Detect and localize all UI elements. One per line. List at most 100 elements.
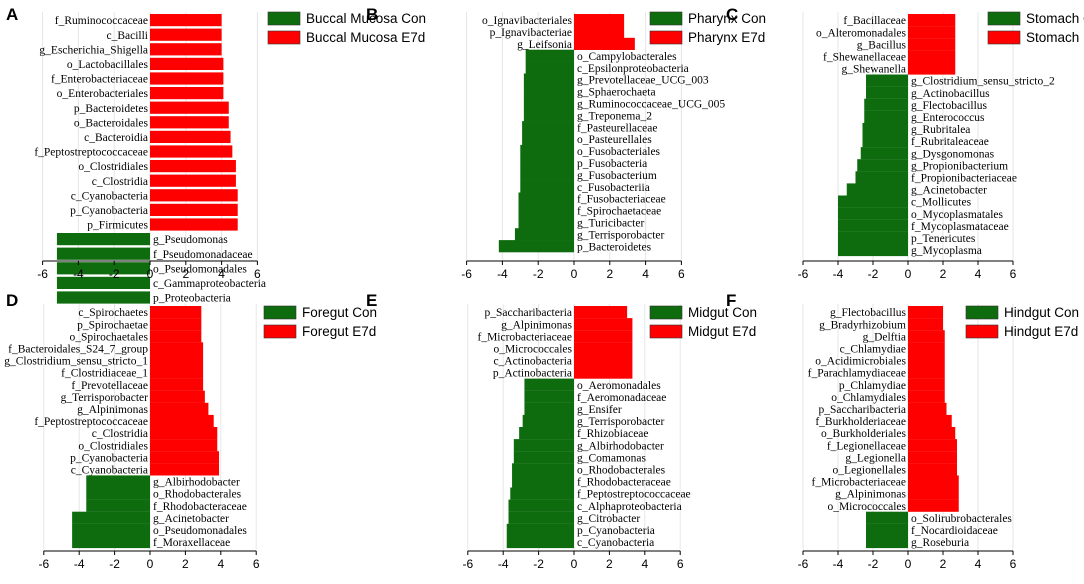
bar-f_Bacillaceae xyxy=(908,14,956,27)
tick-label: 6 xyxy=(678,267,685,281)
bar-o_Clostridiales xyxy=(150,439,218,452)
bar-label: f_Shewanellaceae xyxy=(823,52,906,64)
legend-label: Midgut Con xyxy=(688,305,757,320)
bar-label: o_Alteromonadales xyxy=(816,27,907,39)
bar-label: g_Treponema_2 xyxy=(577,110,652,122)
bar-label: o_Legionellales xyxy=(833,465,907,477)
bar-g_Pseudomonas xyxy=(56,233,150,246)
bar-g_Escherichia_Shigella xyxy=(150,43,222,56)
bar-o_Clostridiales xyxy=(150,160,236,173)
tick-label: -2 xyxy=(868,267,879,281)
bar-f_Legionellaceae xyxy=(908,439,957,452)
bar-c_Spirochaetes xyxy=(150,306,202,319)
bar-o_Enterobacteriales xyxy=(150,87,224,100)
bar-label: o_Micrococcales xyxy=(827,501,906,513)
bar-label: g_Mycoplasma xyxy=(911,245,982,257)
bar-p_Bacteroidetes xyxy=(498,240,574,253)
bar-o_Spirochaetales xyxy=(150,330,202,343)
bar-g_Delftia xyxy=(908,330,945,343)
bar-p_Cyanobacteria xyxy=(150,203,238,216)
legend-swatch xyxy=(649,11,683,26)
bar-label: g_Ruminococcaceae_UCG_005 xyxy=(577,99,725,111)
bar-o_Burkholderiales xyxy=(908,427,956,440)
bar-o_Aeromonadales xyxy=(524,378,574,391)
bar-c_Mollicutes xyxy=(838,195,908,208)
panel-letter: E xyxy=(366,291,377,310)
panel-letter: B xyxy=(366,5,378,24)
bar-label: f_Peptostreptococcaceae xyxy=(577,489,691,501)
bar-c_Cyanobacteria xyxy=(150,463,220,476)
bar-f_Rhizobiaceae xyxy=(519,427,574,440)
legend-swatch xyxy=(987,11,1021,26)
legend-label: Hindgut Con xyxy=(1004,305,1079,320)
bar-label: f_Enterobacteriaceae xyxy=(51,74,148,86)
bar-label: p_Chlamydiae xyxy=(839,380,906,392)
bar-label: f_Microbacteriaceae xyxy=(812,477,907,489)
bar-c_Cyanobacteria xyxy=(150,189,238,202)
bar-p_Actinobacteria xyxy=(574,366,633,379)
bar-g_Albirhodobacter xyxy=(86,475,150,488)
bar-g_Terrisporobacter xyxy=(522,414,574,428)
legend-swatch xyxy=(649,30,683,45)
bar-c_Clostridia xyxy=(150,174,236,187)
bar-f_Enterobacteriaceae xyxy=(150,72,224,85)
bar-c_Fusobacteriia xyxy=(520,180,574,193)
bar-label: c_Bacilli xyxy=(106,30,148,42)
bar-label: p_Cyanobacteria xyxy=(70,205,148,217)
bar-label: g_Actinobacillus xyxy=(911,88,990,100)
bar-g_Mycoplasma xyxy=(838,243,908,257)
bar-f_Propionibacteriaceae xyxy=(855,171,908,184)
bar-label: g_Bradyrhizobium xyxy=(819,319,906,331)
bar-o_Pseudomonadales xyxy=(72,523,150,536)
tick-label: -4 xyxy=(74,557,85,571)
bar-label: p_Bacteroidetes xyxy=(74,103,149,115)
bar-label: c_Clostridia xyxy=(92,176,148,188)
bar-o_Chlamydiales xyxy=(908,390,945,403)
bar-label: p_Fusobacteria xyxy=(577,158,647,170)
legend-label: Midgut E7d xyxy=(688,324,756,339)
bar-f_Prevotellaceae xyxy=(150,378,204,391)
bar-label: f_Prevotellaceae xyxy=(71,380,148,392)
tick-label: -6 xyxy=(38,557,49,571)
bar-f_Aeromonadaceae xyxy=(524,390,574,403)
bar-label: p_Firmicutes xyxy=(87,220,148,232)
bar-label: g_Albirhodobacter xyxy=(577,440,664,452)
tick-label: 4 xyxy=(975,267,982,281)
bar-g_Clostridium_sensu_stricto_2 xyxy=(866,74,908,87)
legend-swatch xyxy=(987,30,1021,45)
tick-label: -4 xyxy=(497,267,508,281)
bar-o_Solirubrobacterales xyxy=(866,511,908,524)
bar-label: c_Actinobacteria xyxy=(493,356,572,368)
bar-f_Moraxellaceae xyxy=(72,535,150,549)
bar-p_Fusobacteria xyxy=(520,156,574,169)
tick-label: -6 xyxy=(37,267,48,281)
bar-label: g_Clostridium_sensu_stricto_1 xyxy=(4,356,148,368)
bar-o_Mycoplasmatales xyxy=(838,207,908,220)
bar-label: f_Rubritaleaceae xyxy=(911,136,989,148)
bar-f_Nocardioidaceae xyxy=(866,523,908,536)
tick-label: 6 xyxy=(1010,267,1017,281)
bar-label: g_Roseburia xyxy=(911,537,969,549)
legend-label: Pharynx Con xyxy=(688,11,766,26)
bar-label: g_Citrobacter xyxy=(577,513,640,525)
bar-label: f_Burkholderiaceae xyxy=(815,416,906,428)
bar-p_Saccharibacteria xyxy=(908,402,947,415)
bar-f_Rhodobacteraceae xyxy=(86,499,150,512)
bar-p_Firmicutes xyxy=(150,218,238,231)
bar-c_Cyanobacteria xyxy=(506,535,574,549)
bar-label: c_Epsilonproteobacteria xyxy=(577,63,689,75)
bar-label: o_Spirochaetales xyxy=(69,331,148,343)
bar-label: c_Cyanobacteria xyxy=(71,190,148,202)
bar-label: g_Dysgonomonas xyxy=(911,148,995,160)
bar-label: o_Rhodobacterales xyxy=(577,465,666,477)
bar-label: o_Aeromonadales xyxy=(577,380,661,392)
bar-label: c_Alphaproteobacteria xyxy=(577,501,682,513)
panel-letter: A xyxy=(6,5,18,24)
bar-label: c_Gammaproteobacteria xyxy=(153,278,266,290)
tick-label: -6 xyxy=(462,557,473,571)
bar-label: f_Peptostreptococcaceae xyxy=(34,147,148,159)
tick-label: 0 xyxy=(147,557,154,571)
tick-label: 2 xyxy=(940,557,947,571)
